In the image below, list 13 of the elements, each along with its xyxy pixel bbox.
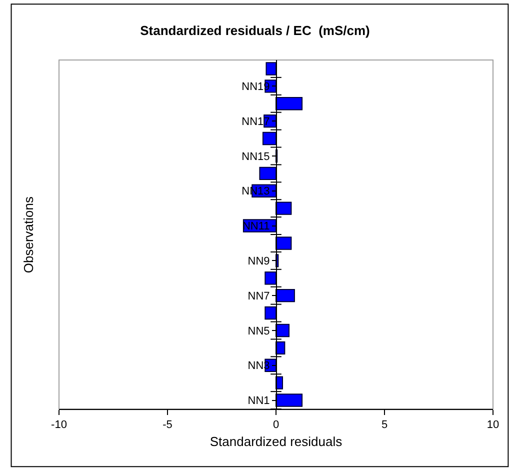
y-tick-label: NN15: [242, 150, 270, 163]
x-tick-label: 5: [381, 419, 388, 432]
x-tick-label: 10: [486, 419, 500, 432]
chart-title: Standardized residuals / EC (mS/cm): [140, 23, 370, 38]
x-tick-label: 0: [272, 419, 280, 432]
x-tick-label: -5: [162, 419, 172, 432]
y-tick-label: NN9: [248, 256, 270, 268]
x-tick-label: -10: [51, 419, 67, 432]
y-tick-label: NN7: [248, 290, 270, 302]
y-axis-title: Observations: [21, 196, 36, 274]
y-tick-label: NN1: [248, 395, 270, 408]
x-axis-title: Standardized residuals: [210, 434, 343, 449]
y-tick-label: NN5: [248, 325, 270, 338]
